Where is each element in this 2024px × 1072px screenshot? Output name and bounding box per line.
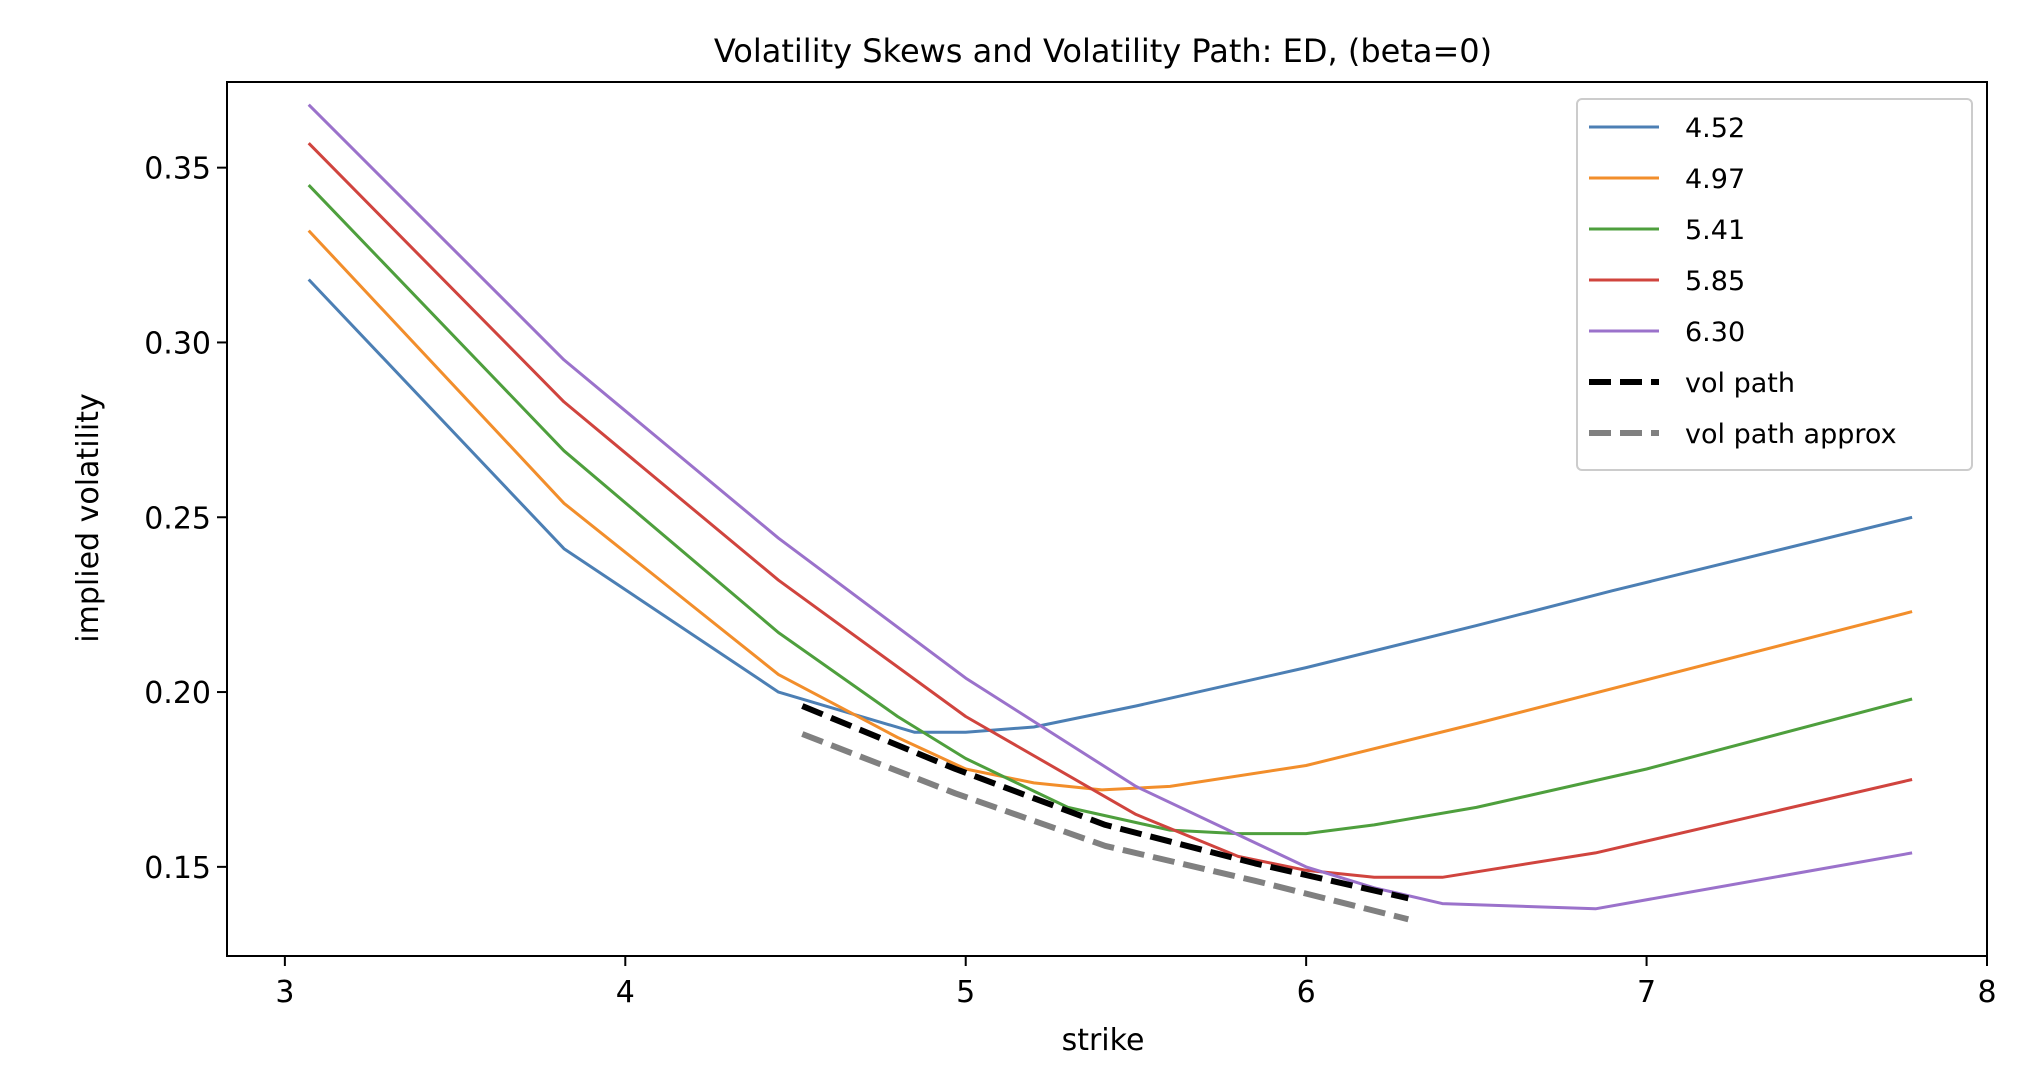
series-line-1 (307, 229, 1913, 792)
x-tick-label: 6 (1297, 975, 1316, 1010)
legend-label: 5.41 (1685, 215, 1745, 246)
chart-title: Volatility Skews and Volatility Path: ED… (714, 32, 1492, 70)
legend-box (1576, 98, 1973, 471)
legend-label: vol path approx (1685, 419, 1897, 450)
legend-label: 5.85 (1685, 266, 1745, 297)
series-line-4 (307, 103, 1913, 911)
legend-label: vol path (1685, 368, 1795, 399)
plot-frame (226, 81, 1988, 957)
y-axis-label: implied volatility (71, 393, 106, 642)
series-line-6 (801, 731, 1410, 923)
y-tick-label: 0.25 (144, 501, 211, 536)
x-tick-label: 7 (1637, 975, 1656, 1010)
x-tick-label: 5 (956, 975, 975, 1010)
legend-label: 4.97 (1685, 164, 1745, 195)
series-layer (307, 103, 1913, 923)
x-tick-label: 4 (616, 975, 635, 1010)
y-axis: 0.15 0.20 0.25 0.30 0.35 (144, 152, 227, 886)
series-line-3 (307, 142, 1913, 879)
y-tick-label: 0.30 (144, 326, 211, 361)
y-tick-label: 0.35 (144, 152, 211, 187)
x-axis-label: strike (1062, 1023, 1145, 1058)
legend-label: 4.52 (1685, 113, 1745, 144)
x-tick-label: 3 (275, 975, 294, 1010)
y-tick-label: 0.15 (144, 851, 211, 886)
legend-label: 6.30 (1685, 317, 1745, 348)
x-tick-label: 8 (1977, 975, 1996, 1010)
x-axis: 3 4 5 6 7 8 (275, 956, 1997, 1010)
y-tick-label: 0.20 (144, 676, 211, 711)
series-line-2 (307, 184, 1913, 836)
series-line-5 (801, 703, 1409, 902)
legend: 4.52 4.97 5.41 5.85 6.30 vol path vol path app… (1576, 98, 1973, 471)
series-line-0 (307, 278, 1913, 734)
